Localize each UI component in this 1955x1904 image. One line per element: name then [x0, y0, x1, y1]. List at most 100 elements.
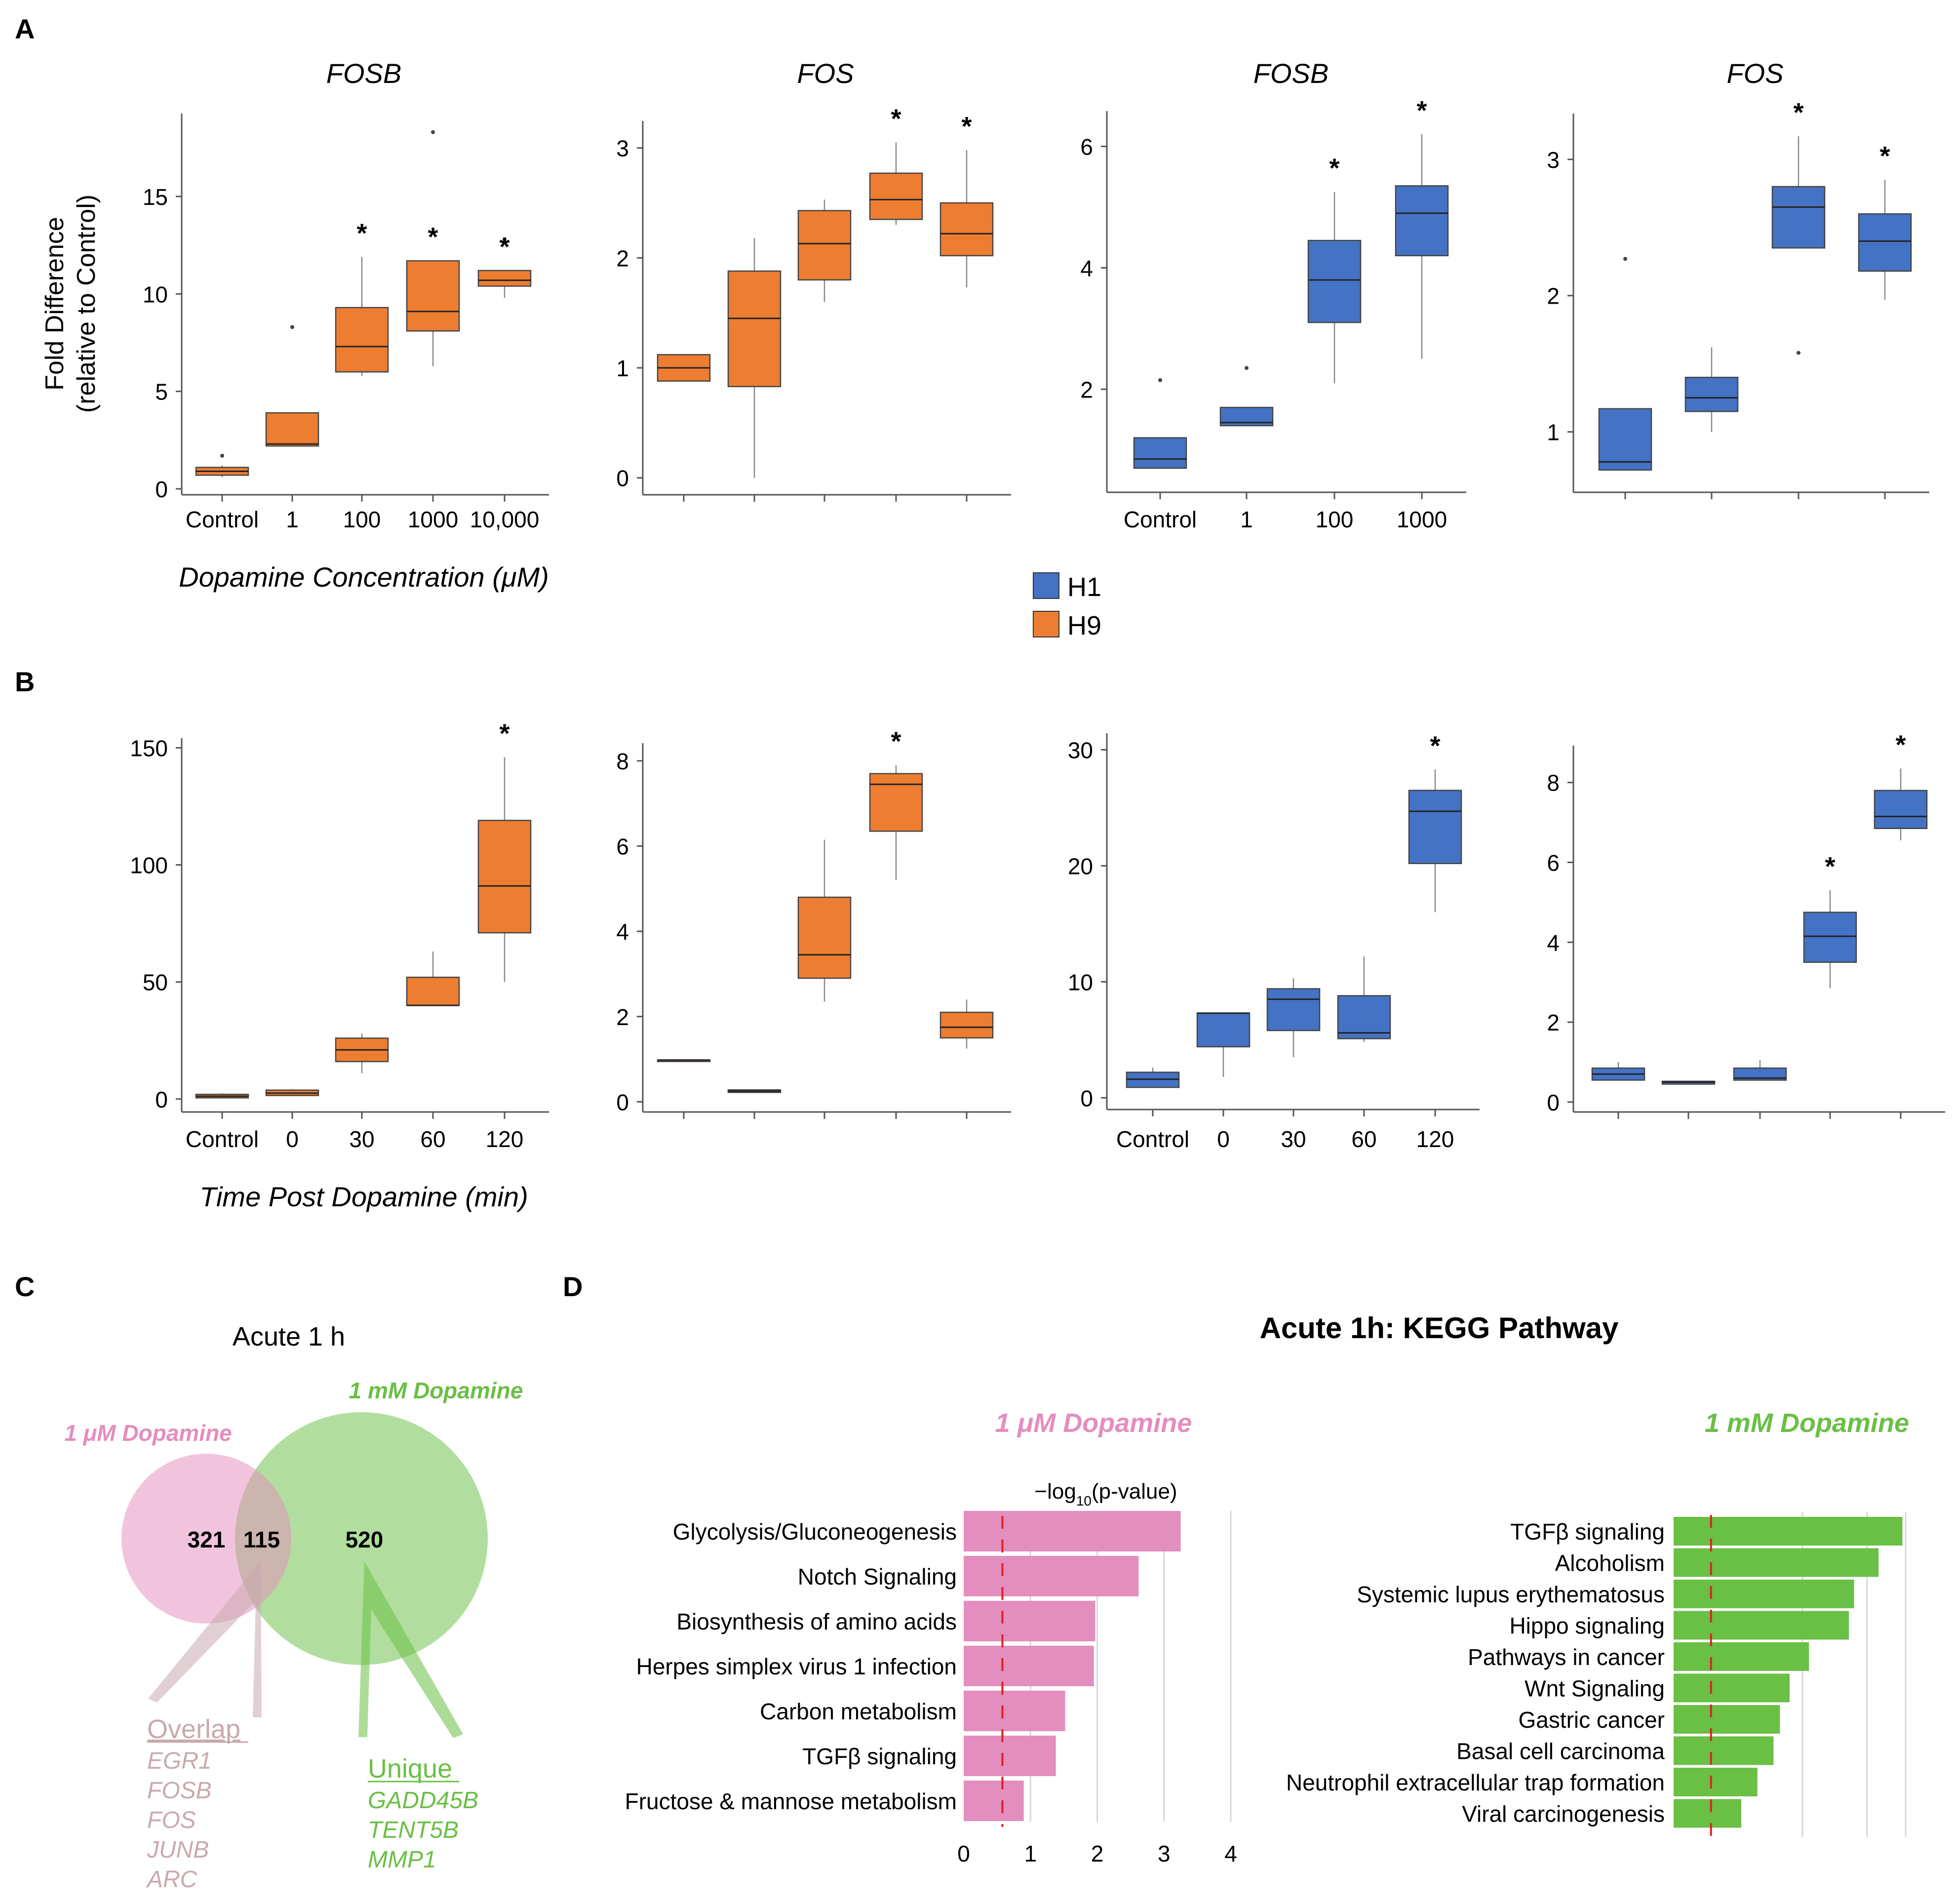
legend: H1 H9 [1033, 572, 1101, 640]
venn-count-left: 321 [188, 1527, 226, 1552]
kegg-category-label: Viral carcinogenesis [1462, 1801, 1665, 1827]
y-tick-label: 150 [130, 735, 168, 761]
kegg-bar [964, 1511, 1181, 1551]
y-tick-label: 0 [1547, 1090, 1560, 1115]
venn-right-label: 1 mM Dopamine [349, 1378, 523, 1403]
kegg-bar [964, 1601, 1095, 1641]
y-tick-label: 10 [1068, 969, 1093, 995]
kegg-bar [1674, 1673, 1790, 1703]
box-iqr [265, 412, 319, 447]
kegg-category-label: Fructose & mannose metabolism [625, 1788, 957, 1814]
kegg-category-label: Carbon metabolism [760, 1699, 957, 1724]
box-iqr [1598, 408, 1652, 471]
x-tick-label: 120 [1416, 1126, 1454, 1152]
venn-diagram: Acute 1 h 1 mM Dopamine 1 μM Dopamine 32… [64, 1322, 523, 1893]
box-outlier [1245, 366, 1249, 370]
x-axis-title: Time Post Dopamine (min) [199, 1181, 528, 1212]
x-tick-label: Control [1124, 507, 1197, 532]
chart-a-fosb-h9: FOSB 0 5 10 15 Control 1 100 1000 10,000 * * * Fold D… [40, 58, 549, 593]
chart-b-time-h1-1: 0 10 20 30 Control 0 30 60 120 * [1068, 731, 1480, 1152]
box-iqr [1874, 790, 1928, 830]
y-tick-label: 4 [1080, 255, 1093, 281]
kegg-bar [1674, 1642, 1809, 1671]
kegg-category-label: Gastric cancer [1518, 1707, 1665, 1733]
significance-marker: * [1895, 730, 1906, 759]
kegg-category-label: Neutrophil extracellular trap formation [1286, 1770, 1665, 1795]
kegg-axis-label: −log10(p-value) [1034, 1479, 1177, 1508]
box-iqr [477, 820, 532, 934]
venn-circle-right [235, 1412, 488, 1665]
kegg-bar [1674, 1517, 1903, 1546]
kegg-bar [1674, 1799, 1742, 1828]
significance-marker: * [356, 218, 367, 248]
box-iqr [1771, 186, 1826, 249]
y-tick-label: 20 [1068, 853, 1093, 879]
overlap-gene-5: ARC [146, 1866, 197, 1893]
unique-heading: Unique [368, 1754, 452, 1784]
chart-a-fosb-h1: FOSB 2 4 6 Control 1 100 1000 * * [1080, 58, 1466, 532]
y-tick-label: 1 [616, 356, 629, 381]
x-tick-label: 0 [957, 1841, 970, 1866]
kegg-bar [964, 1646, 1094, 1686]
y-tick-label: 0 [616, 466, 629, 491]
significance-marker: * [1879, 141, 1890, 171]
significance-marker: * [499, 718, 509, 748]
unique-gene-2: TENT5B [368, 1817, 459, 1843]
venn-left-label: 1 μM Dopamine [64, 1420, 232, 1446]
x-tick-label: 2 [1091, 1841, 1104, 1866]
y-tick-label: 8 [1547, 770, 1560, 796]
box-iqr [1133, 437, 1187, 469]
kegg-bar [964, 1556, 1139, 1596]
kegg-bar [1674, 1611, 1849, 1640]
box-outlier [1158, 378, 1162, 382]
box-iqr [1266, 988, 1321, 1031]
overlap-callout [148, 1561, 262, 1717]
kegg-category-label: Wnt Signaling [1525, 1676, 1665, 1702]
legend-label-h1: H1 [1067, 572, 1101, 602]
y-tick-label: 6 [616, 834, 629, 860]
box-iqr [335, 307, 389, 373]
y-tick-label: 5 [155, 379, 168, 405]
box-iqr [1858, 213, 1912, 272]
overlap-heading: Overlap [147, 1714, 240, 1744]
x-tick-label: 10,000 [470, 507, 540, 532]
box-iqr [939, 1011, 994, 1039]
kegg-left-chart: 0 1 2 3 4 Glycolysis/Gluconeogenesis Notch Sig… [625, 1511, 1237, 1866]
y-tick-label: 15 [143, 184, 168, 210]
box-iqr [939, 202, 994, 257]
y-tick-label: 1 [1547, 420, 1560, 445]
y-tick-label: 0 [155, 1087, 168, 1112]
venn-title: Acute 1 h [233, 1322, 345, 1351]
legend-swatch-h9 [1033, 611, 1059, 637]
kegg-category-label: TGFβ signaling [802, 1744, 957, 1769]
kegg-category-label: Biosynthesis of amino acids [676, 1609, 957, 1634]
y-tick-label: 2 [1547, 1010, 1560, 1035]
kegg-bar [1674, 1548, 1879, 1577]
box-iqr [869, 172, 923, 220]
chart-b-time-h9-1: 0 50 100 150 Control 0 30 60 120 * Time Post Dopam… [130, 718, 549, 1212]
x-tick-label: 120 [486, 1126, 524, 1152]
y-tick-label: 3 [616, 136, 629, 161]
x-tick-label: 1000 [1397, 507, 1447, 532]
kegg-category-label: Alcoholism [1555, 1550, 1665, 1576]
box-iqr [1684, 377, 1739, 412]
kegg-right-heading: 1 mM Dopamine [1705, 1408, 1909, 1438]
box-outlier [1623, 257, 1627, 261]
panel-label-a: A [15, 13, 35, 44]
x-tick-label: Control [186, 1126, 259, 1152]
box-iqr [1337, 995, 1391, 1039]
venn-count-overlap: 115 [243, 1527, 280, 1552]
y-tick-label: 3 [1547, 147, 1560, 173]
x-tick-label: 30 [349, 1126, 374, 1152]
kegg-category-label: Pathways in cancer [1468, 1644, 1665, 1670]
box-iqr [1307, 239, 1362, 323]
venn-count-right: 520 [346, 1527, 384, 1552]
significance-marker: * [891, 104, 901, 133]
kegg-bar [1674, 1705, 1780, 1734]
unique-gene-1: GADD45B [368, 1787, 478, 1814]
y-tick-label: 10 [143, 281, 168, 307]
x-tick-label: 60 [1351, 1126, 1376, 1152]
y-axis-title-line2: (relative to Control) [72, 195, 101, 413]
kegg-bar [1674, 1736, 1774, 1765]
